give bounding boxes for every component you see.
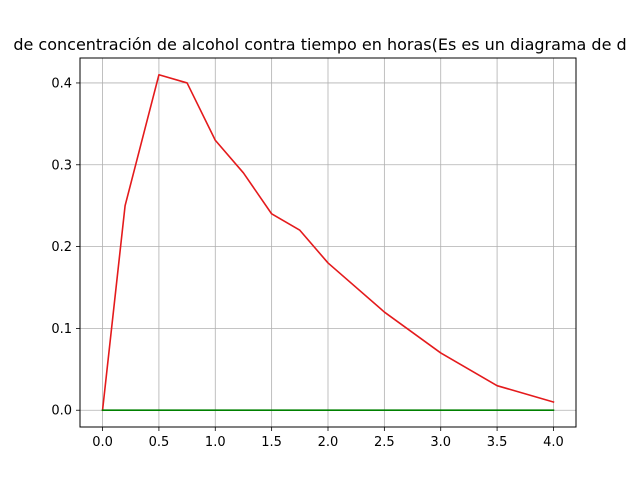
series-lines [101, 73, 555, 412]
x-tick-label: 0.5 [149, 435, 170, 450]
x-tick-label: 0.0 [92, 435, 113, 450]
x-tick-label: 3.0 [430, 435, 451, 450]
x-tick-label: 4.0 [543, 435, 564, 450]
y-tick-label: 0.4 [51, 76, 72, 91]
chart-title: de concentración de alcohol contra tiemp… [13, 35, 626, 54]
y-tick-label: 0.3 [51, 158, 72, 173]
x-axis: 0.0 0.5 1.0 1.5 2.0 2.5 3.0 3.5 4.0 [92, 427, 564, 450]
x-tick-label: 2.0 [318, 435, 339, 450]
x-tick-label: 1.0 [205, 435, 226, 450]
series-line-1 [101, 73, 555, 412]
y-tick-label: 0.0 [51, 404, 72, 419]
x-tick-label: 2.5 [374, 435, 395, 450]
y-axis: 0.0 0.1 0.2 0.3 0.4 [51, 76, 80, 419]
y-tick-label: 0.2 [51, 240, 72, 255]
x-tick-label: 1.5 [261, 435, 282, 450]
y-tick-label: 0.1 [51, 322, 72, 337]
x-tick-label: 3.5 [487, 435, 508, 450]
grid-lines [80, 58, 576, 427]
